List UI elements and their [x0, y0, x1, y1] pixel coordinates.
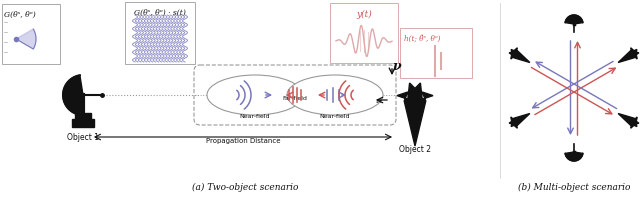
Text: G(θˢ, θᵒ): G(θˢ, θᵒ) — [4, 11, 36, 19]
FancyBboxPatch shape — [2, 4, 60, 64]
Text: (a) Two-object scenario: (a) Two-object scenario — [192, 183, 298, 192]
Polygon shape — [565, 152, 583, 161]
Text: G(θˢ, θᵒ) · s(t): G(θˢ, θᵒ) · s(t) — [134, 9, 186, 17]
Polygon shape — [618, 114, 639, 128]
FancyBboxPatch shape — [125, 2, 195, 64]
FancyBboxPatch shape — [400, 28, 472, 78]
FancyBboxPatch shape — [330, 3, 398, 63]
Polygon shape — [63, 75, 83, 115]
Text: Object 2: Object 2 — [399, 145, 431, 154]
Polygon shape — [509, 48, 530, 62]
Text: Near-field: Near-field — [240, 114, 270, 119]
Text: Object 1: Object 1 — [67, 133, 99, 142]
Polygon shape — [565, 15, 583, 24]
Text: h(t; θ̂ˢ, θᵒ): h(t; θ̂ˢ, θᵒ) — [404, 35, 440, 43]
Text: ν: ν — [392, 60, 401, 73]
Text: νᵣ: νᵣ — [375, 97, 382, 105]
Polygon shape — [397, 83, 433, 146]
Ellipse shape — [287, 75, 383, 115]
Polygon shape — [16, 29, 36, 49]
Text: Propagation Distance: Propagation Distance — [205, 138, 280, 144]
Polygon shape — [72, 119, 94, 127]
Text: Near-field: Near-field — [320, 114, 350, 119]
Text: (b) Multi-object scenario: (b) Multi-object scenario — [518, 183, 630, 192]
Polygon shape — [75, 113, 91, 121]
Text: y(t): y(t) — [356, 10, 372, 19]
Text: Far-field: Far-field — [283, 96, 307, 101]
Ellipse shape — [207, 75, 303, 115]
Polygon shape — [509, 114, 530, 128]
Polygon shape — [618, 48, 639, 62]
FancyBboxPatch shape — [194, 65, 396, 125]
